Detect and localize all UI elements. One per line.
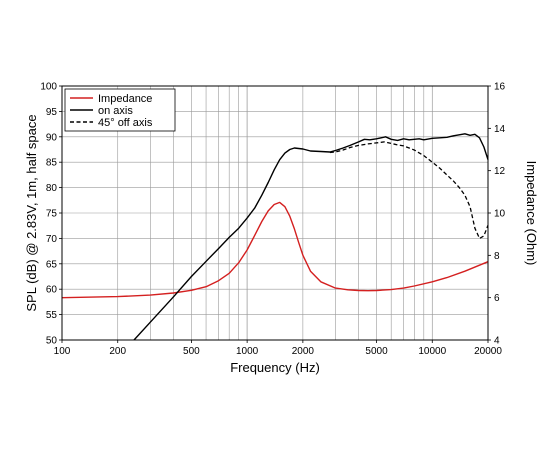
series-line-0	[61, 201, 489, 299]
y-tick-label-left: 100	[40, 82, 57, 93]
y-tick-label-right: 6	[494, 293, 500, 304]
x-tick-label: 5000	[365, 346, 388, 357]
y-tick-label-left: 50	[46, 336, 58, 347]
x-tick-label: 200	[109, 346, 126, 357]
y-tick-label-left: 75	[46, 209, 58, 220]
y-tick-label-left: 80	[46, 183, 58, 194]
ticks: 100 200 500 1000 2000 5000 10000 20000 50 55 60 65 7…	[40, 82, 505, 358]
y-tick-label-right: 12	[494, 166, 506, 177]
y-tick-label-left: 60	[46, 285, 58, 296]
y-tick-label-left: 85	[46, 158, 58, 169]
y-tick-label-right: 4	[494, 336, 500, 347]
y-tick-label-right: 8	[494, 251, 500, 262]
y-tick-label-right: 10	[494, 209, 506, 220]
y-axis-title-left: SPL (dB) @ 2.83V, 1m, half space	[24, 114, 39, 311]
x-tick-label: 1000	[236, 346, 259, 357]
legend-label: Impedance	[98, 93, 152, 105]
series-layer	[61, 133, 489, 341]
x-tick-label: 500	[183, 346, 200, 357]
y-tick-label-left: 55	[46, 310, 58, 321]
x-tick-label: 10000	[418, 346, 446, 357]
grid	[62, 86, 488, 340]
x-tick-label: 20000	[474, 346, 502, 357]
x-axis-title: Frequency (Hz)	[230, 360, 320, 375]
x-tick-label: 2000	[292, 346, 315, 357]
y-tick-label-left: 65	[46, 259, 58, 270]
y-tick-label-left: 95	[46, 107, 58, 118]
series-line-1	[133, 133, 489, 341]
y-tick-label-right: 14	[494, 124, 506, 135]
legend-label: 45° off axis	[98, 117, 153, 129]
y-tick-label-left: 90	[46, 132, 58, 143]
x-tick-label: 100	[54, 346, 71, 357]
y-tick-label-left: 70	[46, 234, 58, 245]
legend-label: on axis	[98, 105, 133, 117]
series-line-2	[329, 141, 489, 240]
y-axis-title-right: Impedance (Ohm)	[524, 161, 539, 266]
y-tick-label-right: 16	[494, 82, 506, 93]
